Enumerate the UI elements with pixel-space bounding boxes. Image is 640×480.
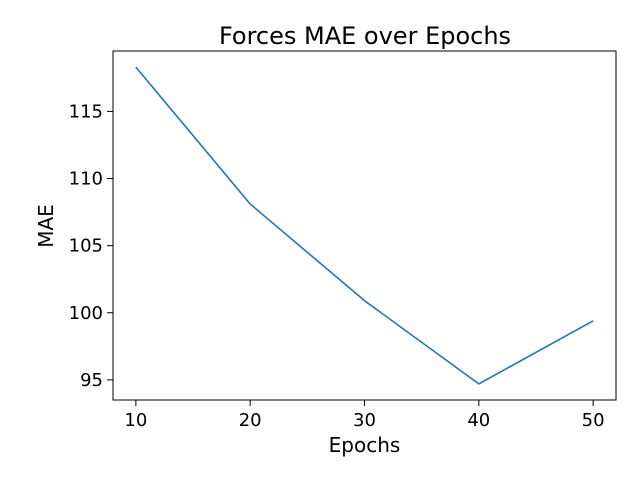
plot-frame xyxy=(112,50,617,401)
y-tick-label: 115 xyxy=(69,101,103,122)
plot-area: 10 20 30 40 50 95 100 105 110 115 xyxy=(69,50,617,431)
x-tick-label: 30 xyxy=(353,410,376,431)
x-tick-label: 20 xyxy=(239,410,262,431)
y-axis: 95 100 105 110 115 xyxy=(69,101,113,391)
chart-title: Forces MAE over Epochs xyxy=(219,22,511,50)
y-axis-label: MAE xyxy=(34,204,58,248)
x-tick-label: 10 xyxy=(124,410,147,431)
x-tick-label: 40 xyxy=(467,410,490,431)
y-tick-label: 105 xyxy=(69,236,103,257)
x-axis: 10 20 30 40 50 xyxy=(124,400,605,431)
series-lines xyxy=(135,66,594,385)
x-axis-label: Epochs xyxy=(329,433,401,457)
series-line xyxy=(135,66,594,385)
x-tick-label: 50 xyxy=(582,410,605,431)
y-tick-label: 100 xyxy=(69,303,103,324)
y-tick-label: 110 xyxy=(69,169,103,190)
y-tick-label: 95 xyxy=(80,370,103,391)
